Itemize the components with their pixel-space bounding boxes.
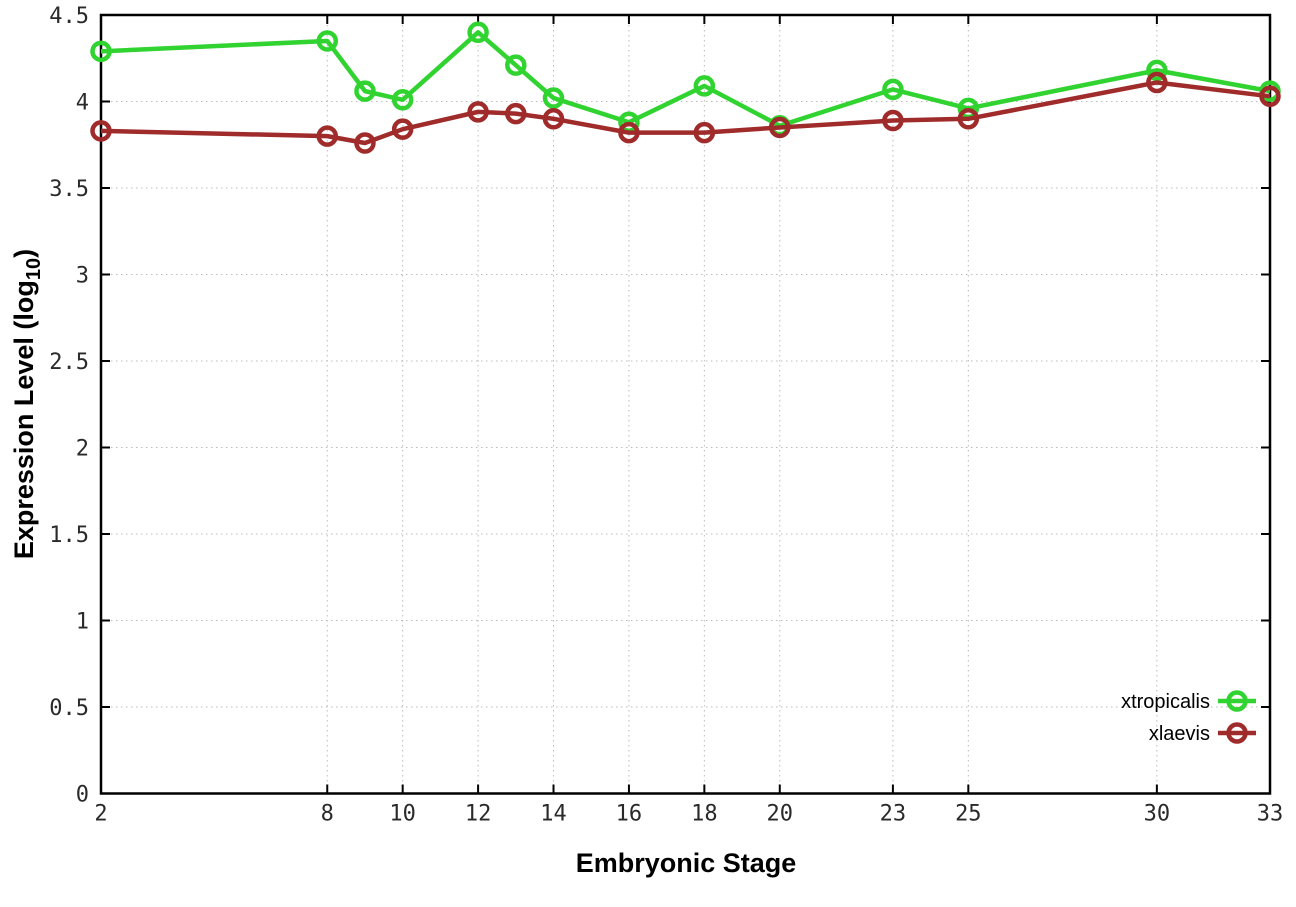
y-tick-label: 1.5 bbox=[49, 523, 89, 548]
data-point-xtropicalis bbox=[467, 21, 489, 44]
data-point-xlaevis bbox=[618, 121, 640, 144]
y-tick-label: 3 bbox=[76, 264, 89, 289]
x-axis-title: Embryonic Stage bbox=[576, 848, 797, 878]
x-tick-label: 2 bbox=[94, 802, 107, 827]
data-point-xlaevis bbox=[1146, 71, 1168, 94]
data-series-layer bbox=[90, 21, 1281, 154]
legend: xtropicalis xlaevis bbox=[1121, 690, 1256, 745]
data-point-xtropicalis bbox=[391, 89, 414, 111]
data-point-xlaevis bbox=[957, 108, 980, 130]
data-point-xlaevis bbox=[542, 108, 565, 130]
y-axis-title-close: ) bbox=[9, 249, 39, 258]
data-point-xtropicalis bbox=[505, 54, 527, 76]
y-tick-label: 4 bbox=[76, 91, 89, 116]
legend-item-xlaevis: xlaevis bbox=[1149, 722, 1256, 745]
y-tick-label: 0.5 bbox=[49, 696, 89, 721]
x-tick-label: 30 bbox=[1144, 802, 1171, 827]
x-tick-label: 12 bbox=[465, 802, 492, 827]
data-point-xlaevis bbox=[316, 125, 339, 147]
plot-border-layer bbox=[99, 13, 1272, 795]
y-axis-title-subscript: 10 bbox=[23, 258, 45, 280]
data-point-xtropicalis bbox=[693, 75, 716, 97]
data-point-xtropicalis bbox=[1146, 59, 1168, 82]
plot-border bbox=[99, 13, 1272, 795]
x-tick-label: 33 bbox=[1257, 802, 1284, 827]
axis-tick-labels-layer: 2 8 10 12 14 16 18 20 23 25 30 33 0 0.5 1 1.5 2 2.5 3 3.5 4 4… bbox=[49, 4, 1283, 827]
legend-marker-icon bbox=[1226, 690, 1248, 712]
series-line-xlaevis bbox=[100, 80, 1271, 146]
x-tick-label: 18 bbox=[691, 802, 718, 827]
y-tick-label: 2.5 bbox=[49, 350, 89, 375]
y-axis-title-main: Expression Level (log bbox=[9, 280, 39, 559]
x-tick-label: 16 bbox=[616, 802, 643, 827]
x-tick-label: 8 bbox=[321, 802, 334, 827]
y-axis-title: Expression Level (log10) bbox=[9, 249, 45, 559]
data-point-xlaevis bbox=[882, 109, 904, 132]
x-tick-label: 25 bbox=[955, 802, 982, 827]
data-point-xlaevis bbox=[1259, 85, 1281, 108]
series-line-xtropicalis bbox=[100, 30, 1271, 128]
data-point-xlaevis bbox=[467, 101, 489, 123]
data-point-xtropicalis bbox=[316, 30, 339, 52]
legend-marker-icon bbox=[1226, 722, 1248, 744]
y-tick-label: 2 bbox=[76, 437, 89, 462]
x-tick-label: 14 bbox=[540, 802, 567, 827]
data-point-xtropicalis bbox=[882, 78, 904, 101]
x-tick-label: 20 bbox=[767, 802, 794, 827]
data-point-xlaevis bbox=[90, 120, 112, 142]
data-point-xlaevis bbox=[505, 102, 527, 125]
data-point-xtropicalis bbox=[90, 40, 112, 63]
data-point-xlaevis bbox=[693, 121, 716, 144]
y-tick-label: 0 bbox=[76, 783, 89, 808]
data-point-xtropicalis bbox=[354, 80, 376, 102]
axis-ticks-layer bbox=[100, 14, 1271, 795]
legend-item-xtropicalis: xtropicalis bbox=[1121, 690, 1256, 713]
y-tick-label: 1 bbox=[76, 610, 89, 635]
y-tick-label: 4.5 bbox=[49, 4, 89, 29]
data-point-xlaevis bbox=[391, 118, 414, 140]
data-point-xlaevis bbox=[354, 132, 376, 154]
legend-label: xtropicalis bbox=[1121, 691, 1210, 713]
x-tick-label: 10 bbox=[389, 802, 416, 827]
x-tick-label: 23 bbox=[880, 802, 907, 827]
data-point-xtropicalis bbox=[542, 87, 565, 109]
data-point-xlaevis bbox=[769, 116, 791, 139]
legend-label: xlaevis bbox=[1149, 723, 1210, 745]
y-tick-label: 3.5 bbox=[49, 177, 89, 202]
